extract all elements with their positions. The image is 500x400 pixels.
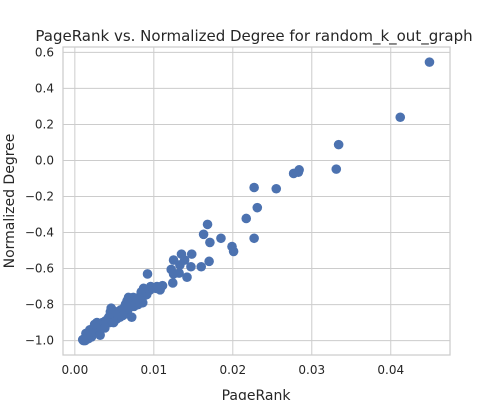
data-point: [395, 112, 406, 123]
x-axis-label: PageRank: [222, 388, 292, 400]
data-point: [249, 182, 259, 193]
y-tick-label: −0.6: [25, 262, 54, 276]
chart-title: PageRank vs. Normalized Degree for rando…: [35, 27, 472, 46]
data-point: [118, 310, 128, 321]
x-tick-label: 0.02: [219, 363, 246, 377]
data-point: [202, 219, 213, 230]
data-point: [95, 330, 105, 340]
data-point: [198, 229, 209, 240]
y-tick-label: 0.6: [35, 45, 54, 59]
data-point: [89, 319, 100, 330]
data-point: [111, 306, 121, 317]
plot-area: [62, 46, 451, 356]
x-tick-label: 0.03: [298, 363, 325, 377]
data-point: [271, 183, 282, 194]
data-point: [252, 202, 263, 213]
data-point: [168, 255, 179, 265]
data-point: [424, 57, 435, 67]
x-tick-label: 0.01: [140, 363, 167, 377]
y-tick-labels: −1.0 −0.8 −0.6 −0.4 −0.2 0.0 0.2 0.4 0.6: [25, 45, 54, 347]
data-point: [126, 312, 137, 322]
data-point: [196, 261, 207, 272]
y-tick-label: 0.2: [35, 117, 54, 131]
data-point: [167, 278, 178, 288]
x-tick-label: 0.00: [61, 363, 88, 377]
data-point: [108, 317, 119, 328]
x-tick-label: 0.04: [377, 363, 404, 377]
data-point: [138, 283, 149, 294]
y-tick-label: −1.0: [25, 334, 54, 348]
data-point: [331, 164, 342, 174]
data-point: [216, 233, 226, 244]
y-tick-label: −0.4: [25, 226, 54, 240]
data-point: [186, 249, 197, 259]
data-point: [176, 249, 187, 259]
data-point: [168, 269, 179, 279]
y-axis-label: Normalized Degree: [2, 134, 18, 269]
y-tick-label: 0.4: [35, 81, 54, 95]
data-point: [205, 237, 215, 248]
data-point: [333, 139, 344, 150]
data-point: [186, 261, 196, 272]
y-tick-label: 0.0: [35, 153, 54, 167]
y-tick-label: −0.8: [25, 298, 54, 312]
data-point: [288, 168, 299, 179]
data-point: [182, 272, 192, 282]
data-point: [142, 269, 153, 279]
data-point: [100, 323, 110, 333]
data-points: [77, 57, 435, 346]
data-point: [228, 246, 239, 257]
data-point: [77, 334, 88, 345]
data-point: [132, 294, 143, 304]
gridlines: [63, 47, 450, 355]
data-point: [249, 233, 259, 244]
x-tick-labels: 0.00 0.01 0.02 0.03 0.04: [61, 363, 404, 377]
data-point: [241, 213, 252, 224]
y-tick-label: −0.2: [25, 189, 54, 203]
data-point: [204, 256, 214, 267]
